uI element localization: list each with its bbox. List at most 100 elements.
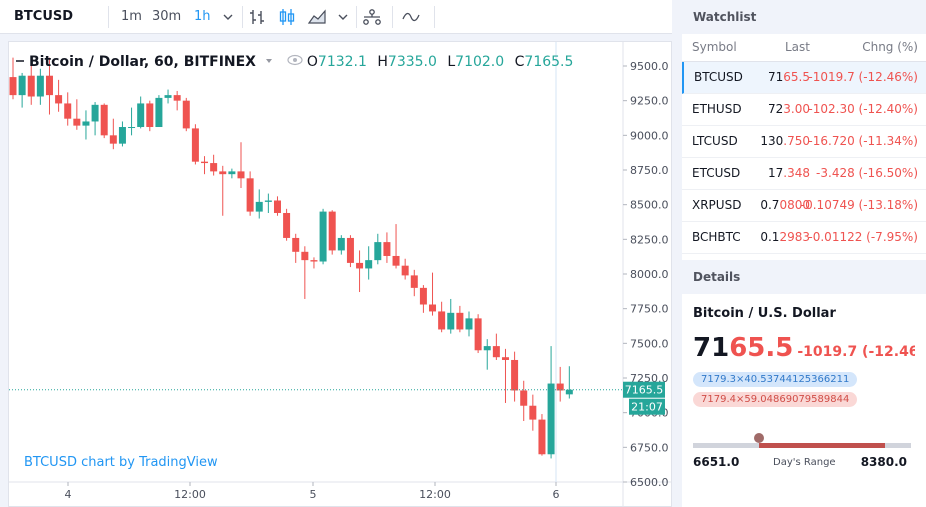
x-tick-label: 12:00 [174,488,206,501]
candle-body [219,171,227,175]
collapse-legend-icon[interactable] [15,56,25,66]
last-price-badge [623,381,665,398]
candle-body [273,200,281,213]
column-symbol[interactable]: Symbol [692,40,737,54]
watchlist-row[interactable]: BTCUSD 7165.5 -1019.7 (-12.46%) [682,62,926,94]
candle-body [55,95,63,104]
interval-30m-button[interactable]: 30m [152,9,182,24]
watchlist-symbol: ETHUSD [692,102,742,116]
candle-body [419,287,427,305]
x-tick-label: 5 [310,488,317,501]
bar-chart-style-icon[interactable] [247,7,267,27]
y-tick-label: 8750.0 [630,164,669,177]
indicators-icon[interactable] [401,7,421,27]
watchlist-row[interactable]: ETCUSD 17.348 -3.428 (-16.50%) [682,158,926,190]
y-tick-label: 9500.0 [630,60,669,73]
candle-body [109,135,117,144]
candle-body [201,161,209,164]
price-change: -1019.7 (-12.46%) [797,344,915,360]
chevron-down-icon[interactable] [218,7,238,27]
symbol-search-button[interactable]: BTCUSD [14,9,74,24]
details-header: Details [682,260,926,294]
chart-title: Bitcoin / Dollar, 60, BITFINEX [29,54,256,70]
candle-body [91,104,99,122]
close-value: 7165.5 [524,54,574,70]
watchlist-column-headers: Symbol Last Chng (%) [682,34,926,62]
watchlist-last: 7165.5 [768,70,810,84]
close-label: C [514,54,525,70]
candle-body [173,95,181,101]
y-tick-label: 7750.0 [630,303,669,316]
candle-body [128,127,136,129]
instrument-name: Bitcoin / U.S. Dollar [693,306,836,321]
column-last[interactable]: Last [785,40,810,54]
toolbar-divider [392,6,393,28]
candle-body [73,118,81,126]
chart-legend: Bitcoin / Dollar, 60, BITFINEX O7132.1 H… [15,53,573,71]
candle-body [410,275,418,288]
watchlist-row[interactable]: XRPUSD 0.70800 -0.10749 (-13.18%) [682,190,926,222]
watchlist-change: -1019.7 (-12.46%) [808,70,918,84]
open-label: O [306,54,318,70]
y-tick-label: 6500.0 [630,476,669,489]
watchlist-rows: BTCUSD 7165.5 -1019.7 (-12.46%) ETHUSD 723.0… [682,62,926,254]
last-price-label: 7165.5 [625,384,664,397]
open-value: 7132.1 [317,54,367,70]
interval-1m-button[interactable]: 1m [121,9,142,24]
compare-symbols-icon[interactable] [362,7,382,27]
ask-badge: 7179.4×59.04869079589844 [693,392,858,407]
candle-body [401,265,409,276]
bid-badge: 7179.3×40.53744125366211 [693,372,858,387]
watchlist-row[interactable]: LTCUSD 130.750 -16.720 (-11.34%) [682,126,926,158]
watchlist-symbol: BCHBTC [692,230,741,244]
interval-1h-button[interactable]: 1h [194,9,211,24]
candle-body [237,171,245,179]
candle-body [292,237,300,252]
price-row: 7165.5-1019.7 (-12.46%) [693,333,915,367]
candle-body [565,389,573,395]
candle-body [45,75,53,96]
candle-body [246,178,254,212]
candle-body [346,237,354,263]
area-chart-style-icon[interactable] [307,7,327,27]
watchlist-row[interactable]: ETHUSD 723.00 -102.30 (-12.40%) [682,94,926,126]
candle-body [27,75,35,97]
candle-body [18,75,26,96]
watchlist-last: 0.70800 [760,198,810,212]
y-tick-label: 8250.0 [630,233,669,246]
tradingview-watermark-link[interactable]: BTCUSD chart by TradingView [24,455,218,470]
y-tick-label: 8500.0 [630,199,669,212]
candle-body [483,346,491,351]
candle-chart-style-icon[interactable] [277,7,297,27]
high-label: H [377,54,388,70]
watchlist-change: -16.720 (-11.34%) [808,134,918,148]
chevron-down-icon[interactable] [333,7,353,27]
candle-body [228,171,236,175]
candle-body [501,357,509,360]
y-tick-label: 6750.0 [630,441,669,454]
candle-body [374,242,382,261]
candle-body [520,390,528,406]
candle-body [447,312,455,330]
chart-pane[interactable]: 9500.0 9250.0 9000.0 8750.0 8500.0 8250.0 8000… [8,41,672,507]
watchlist-last: 723.00 [768,102,810,116]
column-change[interactable]: Chng (%) [862,40,918,54]
caret-down-icon[interactable] [264,56,274,66]
price-chart[interactable]: 9500.0 9250.0 9000.0 8750.0 8500.0 8250.0 8000… [9,42,671,506]
watchlist-row[interactable]: BCHBTC 0.12983 -0.01122 (-7.95%) [682,222,926,254]
candle-body [155,97,163,128]
candle-body [538,419,546,455]
eye-icon[interactable] [287,54,303,66]
watchlist-change: -0.01122 (-7.95%) [808,230,918,244]
chart-toolbar: BTCUSD 1m 30m 1h [0,0,672,34]
candle-body [383,242,391,256]
watchlist-symbol: ETCUSD [692,166,741,180]
candle-body [164,95,172,98]
candle-body [310,260,318,262]
candle-body [283,212,291,238]
toolbar-divider [356,6,357,28]
candle-body [465,318,473,330]
countdown-label: 21:07 [631,401,663,414]
candle-body [556,383,564,391]
